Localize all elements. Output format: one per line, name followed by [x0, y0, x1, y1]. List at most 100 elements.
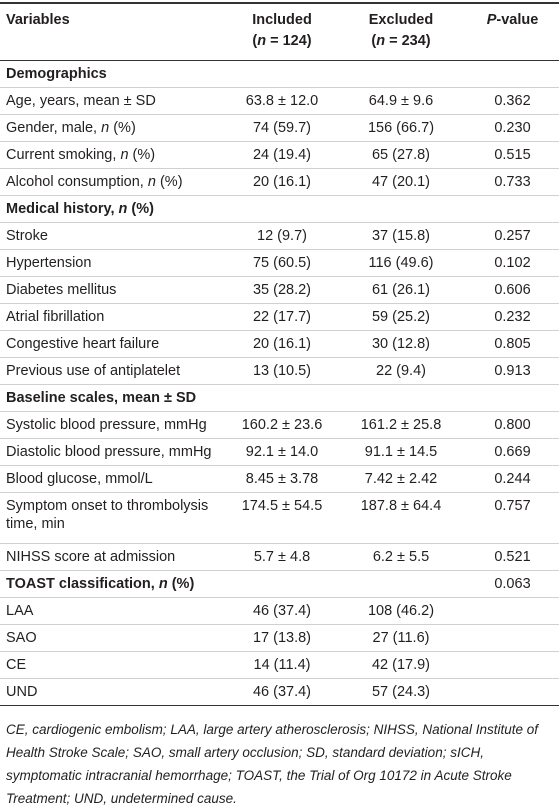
text: SAO	[6, 630, 37, 646]
text: Diastolic blood pressure, mmHg	[6, 444, 212, 460]
row-label: Blood glucose, mmol/L	[0, 465, 228, 493]
row-label: Hypertension	[0, 249, 228, 277]
cell: 92.1 ± 14.0	[228, 438, 336, 466]
italic-text: n	[120, 147, 129, 163]
row-label: NIHSS score at admission	[0, 543, 228, 571]
row-label: Age, years, mean ± SD	[0, 87, 228, 115]
italic-text: n	[101, 120, 110, 136]
cell: 57 (24.3)	[371, 684, 431, 700]
row-label: Gender, male, n (%)	[0, 114, 228, 142]
cell: 0.063	[466, 570, 559, 598]
text: Systolic blood pressure, mmHg	[6, 417, 207, 433]
cell	[228, 384, 336, 412]
cell: 0.257	[466, 222, 559, 250]
data-row: Systolic blood pressure, mmHg 160.2 ± 23.…	[0, 411, 559, 439]
cell: 0.362	[466, 87, 559, 115]
text: Hypertension	[6, 255, 92, 271]
data-row: Diastolic blood pressure, mmHg 92.1 ± 14.…	[0, 438, 559, 466]
cell: 75 (60.5)	[228, 249, 336, 277]
row-label: Diastolic blood pressure, mmHg	[0, 438, 228, 466]
section-row: Medical history, n (%)	[0, 195, 559, 223]
table-header: Variables Included (n = 124) Excluded (n = 2…	[0, 3, 559, 61]
header-line: P-value	[472, 10, 553, 31]
text: Alcohol consumption,	[6, 174, 148, 190]
cell: 0.230	[466, 114, 559, 142]
cell: 0.757	[466, 492, 559, 544]
cell: 35 (28.2)	[228, 276, 336, 304]
data-row: Alcohol consumption, n (%) 20 (16.1) 47 (2…	[0, 168, 559, 196]
row-label: Stroke	[0, 222, 228, 250]
cell: 0.244	[466, 465, 559, 493]
column-header: P-value	[466, 3, 559, 61]
row-label: Atrial fibrillation	[0, 303, 228, 331]
cell: 91.1 ± 14.5	[336, 438, 466, 466]
cell: 0.669	[466, 438, 559, 466]
cell: 0.515	[466, 141, 559, 169]
cell	[466, 624, 559, 652]
cell: 116 (49.6)	[336, 249, 466, 277]
cell: 161.2 ± 25.8	[336, 411, 466, 439]
cell: 74 (59.7)	[228, 114, 336, 142]
row-label: Baseline scales, mean ± SD	[0, 384, 228, 412]
header-line: (n = 124)	[234, 31, 330, 52]
cell: 20 (16.1)	[228, 168, 336, 196]
cell: 0.913	[466, 357, 559, 385]
data-row: Blood glucose, mmol/L 8.45 ± 3.78 7.42 ± 2…	[0, 465, 559, 493]
data-row: Diabetes mellitus 35 (28.2) 61 (26.1) 0.606	[0, 276, 559, 304]
data-row: UND 46 (37.4) 57 (24.3)	[0, 679, 559, 706]
cell: 0.606	[466, 276, 559, 304]
section-row: Baseline scales, mean ± SD	[0, 384, 559, 412]
text: Included	[252, 12, 312, 28]
text: Gender, male,	[6, 120, 102, 136]
cell: 174.5 ± 54.5	[228, 492, 336, 544]
cell	[466, 195, 559, 223]
cell	[336, 384, 466, 412]
cell: 0.733	[466, 168, 559, 196]
data-row: SAO 17 (13.8) 27 (11.6)	[0, 624, 559, 652]
data-table: Variables Included (n = 124) Excluded (n = 2…	[0, 2, 559, 706]
column-header: Included (n = 124)	[228, 3, 336, 61]
cell: 24 (19.4)	[228, 141, 336, 169]
text: (%)	[109, 120, 136, 136]
cell	[466, 597, 559, 625]
text: LAA	[6, 603, 34, 619]
text: Excluded	[368, 12, 434, 28]
row-label: Symptom onset to thrombolysis time, min	[0, 492, 228, 544]
row-label: LAA	[0, 597, 228, 625]
text: Diabetes mellitus	[6, 282, 117, 298]
cell: 0.805	[466, 330, 559, 358]
cell: 14 (11.4)	[228, 651, 336, 679]
cell: 0.521	[466, 543, 559, 571]
text: Baseline scales, mean ± SD	[6, 390, 197, 406]
cell: 20 (16.1)	[228, 330, 336, 358]
data-row: CE 14 (11.4) 42 (17.9)	[0, 651, 559, 679]
italic-text: P	[486, 12, 497, 28]
text: CE	[6, 657, 27, 673]
row-label: Systolic blood pressure, mmHg	[0, 411, 228, 439]
header-line: Excluded	[342, 10, 460, 31]
header-line: Included	[234, 10, 330, 31]
italic-text: n	[376, 33, 386, 49]
italic-text: n	[158, 576, 168, 592]
row-label: Medical history, n (%)	[0, 195, 228, 223]
cell: 37 (15.8)	[336, 222, 466, 250]
section-row: TOAST classification, n (%) 0.063	[0, 570, 559, 598]
text: -value	[496, 12, 539, 28]
text: Variables	[6, 12, 70, 28]
row-label: CE	[0, 651, 228, 679]
text: (	[252, 33, 258, 49]
cell: 59 (25.2)	[336, 303, 466, 331]
table-body: Demographics Age, years, mean ± SD 63.8 ± …	[0, 60, 559, 706]
row-label: Alcohol consumption, n (%)	[0, 168, 228, 196]
text: (%)	[128, 147, 156, 163]
text: (	[371, 33, 377, 49]
cell: 64.9 ± 9.6	[336, 87, 466, 115]
row-label: SAO	[0, 624, 228, 652]
cell: 13 (10.5)	[228, 357, 336, 385]
data-row: Congestive heart failure 20 (16.1) 30 (12.…	[0, 330, 559, 358]
text: UND	[6, 684, 38, 700]
header-row: Variables Included (n = 124) Excluded (n = 2…	[0, 3, 559, 61]
cell: 61 (26.1)	[336, 276, 466, 304]
cell: 47 (20.1)	[336, 168, 466, 196]
